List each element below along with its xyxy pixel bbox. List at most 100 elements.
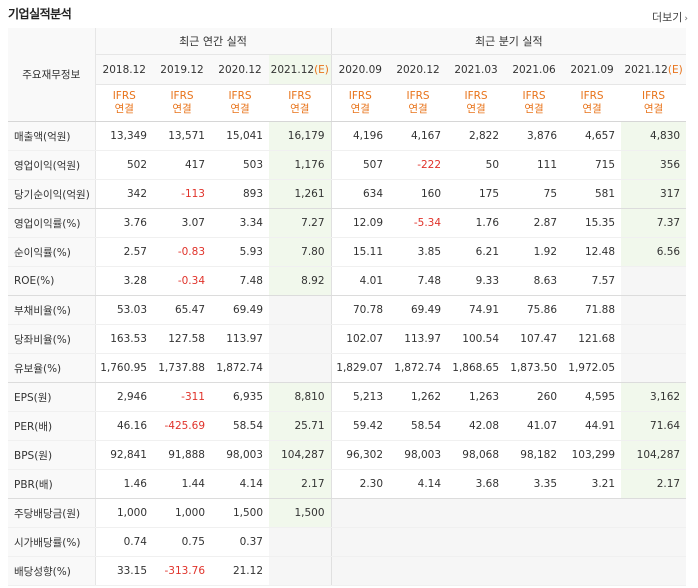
ifrs-label: IFRS	[288, 90, 312, 102]
value-cell: 75.86	[505, 295, 564, 325]
estimate-marker: (E)	[314, 63, 329, 76]
value-cell: 4,167	[389, 121, 448, 151]
value-cell: 163.53	[95, 324, 153, 354]
value-cell: 7.48	[389, 266, 448, 296]
value-cell: 100.54	[447, 324, 506, 354]
value-cell	[447, 498, 506, 528]
value-cell: 0.37	[211, 527, 269, 557]
value-cell	[505, 556, 564, 586]
value-cell	[621, 556, 687, 586]
value-cell: 102.07	[330, 324, 390, 354]
row-label[interactable]: 부채비율(%)	[8, 295, 96, 325]
row-label[interactable]: 당기순이익(억원)	[8, 179, 96, 209]
value-cell: 1,000	[95, 498, 153, 528]
row-label[interactable]: 배당성향(%)	[8, 556, 96, 586]
value-cell: 1,760.95	[95, 353, 153, 383]
value-cell: 0.74	[95, 527, 153, 557]
value-cell: 1,262	[389, 382, 448, 412]
row-label[interactable]: EPS(원)	[8, 382, 96, 412]
row-label[interactable]: BPS(원)	[8, 440, 96, 470]
value-cell: 3.34	[211, 208, 269, 238]
value-cell: 1,261	[269, 179, 332, 209]
value-cell: 3.68	[447, 469, 506, 499]
value-cell: 1,500	[211, 498, 269, 528]
row-label[interactable]: PBR(배)	[8, 469, 96, 499]
value-cell: -313.76	[153, 556, 211, 586]
annual-group-header: 최근 연간 실적	[95, 28, 332, 55]
value-cell: 13,349	[95, 121, 153, 151]
consolidated-label: 연결	[643, 103, 664, 115]
value-cell: 107.47	[505, 324, 564, 354]
row-label[interactable]: 매출액(억원)	[8, 121, 96, 151]
row-label[interactable]: 유보율(%)	[8, 353, 96, 383]
value-cell: 3.85	[389, 237, 448, 267]
value-cell: 127.58	[153, 324, 211, 354]
value-cell: 4,657	[563, 121, 622, 151]
ifrs-header: IFRS 연결	[447, 84, 506, 122]
table-row: 당기순이익(억원) 342 -113 893 1,261 634 160 175 75 581 31…	[8, 179, 687, 209]
value-cell	[389, 556, 448, 586]
value-cell	[621, 324, 687, 354]
table-row: 주당배당금(원) 1,000 1,000 1,500 1,500	[8, 498, 687, 528]
row-label[interactable]: PER(배)	[8, 411, 96, 441]
value-cell: 1,872.74	[389, 353, 448, 383]
value-cell: 7.27	[269, 208, 332, 238]
ifrs-header: IFRS 연결	[505, 84, 564, 122]
value-cell: -5.34	[389, 208, 448, 238]
row-label[interactable]: 순이익률(%)	[8, 237, 96, 267]
value-cell: 71.64	[621, 411, 687, 441]
period-header-annual: 2020.12	[211, 54, 269, 85]
value-cell: 50	[447, 150, 506, 180]
consolidated-label: 연결	[230, 103, 250, 115]
period-header-quarter: 2020.12	[389, 54, 448, 85]
estimate-marker: (E)	[667, 63, 683, 76]
ifrs-label: IFRS	[112, 90, 136, 102]
consolidated-label: 연결	[172, 103, 192, 115]
value-cell: 58.54	[211, 411, 269, 441]
value-cell: 342	[95, 179, 153, 209]
value-cell: 4.14	[389, 469, 448, 499]
value-cell: 2,946	[95, 382, 153, 412]
value-cell: 4,830	[621, 121, 687, 151]
value-cell: 2.87	[505, 208, 564, 238]
value-cell: 46.16	[95, 411, 153, 441]
period-label: 2020.12	[396, 63, 440, 76]
value-cell: 4.14	[211, 469, 269, 499]
value-cell: 356	[621, 150, 687, 180]
ifrs-header: IFRS 연결	[389, 84, 448, 122]
more-link[interactable]: 더보기 ›	[652, 9, 688, 25]
row-label[interactable]: 주당배당금(원)	[8, 498, 96, 528]
table-row: PER(배) 46.16 -425.69 58.54 25.71 59.42 58.54 42…	[8, 411, 687, 441]
value-cell	[269, 556, 332, 586]
row-label[interactable]: 영업이익(억원)	[8, 150, 96, 180]
ifrs-label: IFRS	[642, 90, 666, 102]
value-cell: 104,287	[269, 440, 332, 470]
value-cell: -0.34	[153, 266, 211, 296]
value-cell: 4.01	[330, 266, 390, 296]
value-cell: 1,829.07	[330, 353, 390, 383]
value-cell	[269, 527, 332, 557]
row-label[interactable]: ROE(%)	[8, 266, 96, 296]
value-cell: 42.08	[447, 411, 506, 441]
value-cell: 1.46	[95, 469, 153, 499]
value-cell: 44.91	[563, 411, 622, 441]
value-cell: 715	[563, 150, 622, 180]
value-cell	[621, 266, 687, 296]
row-label[interactable]: 시가배당률(%)	[8, 527, 96, 557]
value-cell: 7.37	[621, 208, 687, 238]
value-cell: 9.33	[447, 266, 506, 296]
consolidated-label: 연결	[524, 103, 544, 115]
value-cell: 417	[153, 150, 211, 180]
value-cell: 103,299	[563, 440, 622, 470]
value-cell: 96,302	[330, 440, 390, 470]
table-row: 시가배당률(%) 0.74 0.75 0.37	[8, 527, 687, 557]
row-label[interactable]: 당좌비율(%)	[8, 324, 96, 354]
row-label[interactable]: 영업이익률(%)	[8, 208, 96, 238]
value-cell: 507	[330, 150, 390, 180]
value-cell	[621, 353, 687, 383]
value-cell: 1,868.65	[447, 353, 506, 383]
value-cell: -311	[153, 382, 211, 412]
period-label: 2019.12	[160, 63, 204, 76]
consolidated-label: 연결	[466, 103, 486, 115]
period-header-quarter: 2021.06	[505, 54, 564, 85]
